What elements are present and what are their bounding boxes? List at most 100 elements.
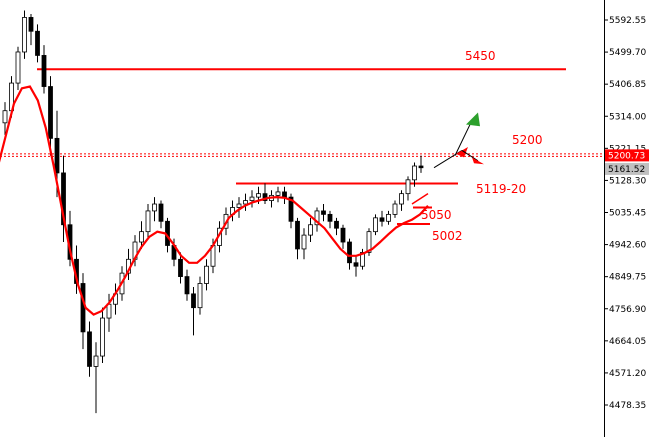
candle <box>379 210 385 227</box>
candle <box>418 155 424 173</box>
candle <box>386 210 391 225</box>
candle-body <box>262 193 268 201</box>
candle <box>412 162 417 187</box>
candle-body <box>275 191 281 196</box>
candle-body <box>22 17 27 53</box>
candle-body <box>366 231 372 253</box>
candle <box>87 321 92 377</box>
candle-body <box>321 210 326 215</box>
candle-body <box>197 283 203 309</box>
candle-body <box>405 179 411 195</box>
price-badge-box <box>605 162 649 175</box>
candle-body <box>93 355 99 367</box>
candle-body <box>308 224 313 236</box>
candle <box>100 307 105 363</box>
candle-body <box>87 331 92 367</box>
candle <box>22 10 27 59</box>
y-tick-label: 5221.15 <box>609 144 646 154</box>
y-axis-ticks: 5592.55 5499.70 5406.85 5314.00 5221.15 5128.… <box>604 16 646 411</box>
candle <box>243 193 248 211</box>
candle <box>373 214 378 236</box>
arrow-up-short-head-icon <box>456 147 468 158</box>
candle-body <box>178 258 183 277</box>
y-tick-label: 4664.05 <box>609 337 646 347</box>
y-tick-label: 5128.30 <box>609 176 646 186</box>
candle-body <box>334 220 339 229</box>
annotation-label: 5200 <box>512 133 543 147</box>
arrow-up-head-icon <box>466 112 480 127</box>
candle-body <box>106 303 112 319</box>
candle-body <box>184 276 190 295</box>
plot-area <box>0 10 604 414</box>
candle <box>152 197 157 222</box>
candle <box>204 259 209 291</box>
candle-body <box>145 210 151 233</box>
arrow-down-shaft <box>461 150 479 162</box>
candle-body <box>340 227 346 243</box>
candle-body <box>386 213 391 222</box>
candle <box>295 217 300 260</box>
y-tick-label: 4942.60 <box>609 241 646 251</box>
y-tick-label: 5499.70 <box>609 48 646 58</box>
candle <box>334 217 339 236</box>
y-tick-label: 4478.35 <box>609 401 646 411</box>
y-tick-label: 4756.90 <box>609 305 646 315</box>
candle <box>236 197 242 218</box>
arrow-up-shaft <box>454 124 471 156</box>
annotations: 5450 5200 5119-20 5050 5002 <box>421 49 543 243</box>
candle-body <box>80 283 86 333</box>
y-tick-label: 4571.20 <box>609 369 646 379</box>
price-badges: 5200.73 5161.52 <box>605 149 649 175</box>
candle-body <box>152 203 157 212</box>
y-tick-label: 4849.75 <box>609 273 646 283</box>
candle <box>353 255 359 277</box>
candle <box>191 286 196 336</box>
candle-body <box>158 203 164 222</box>
annotation-label: 5119-20 <box>476 182 526 196</box>
candle <box>15 46 21 90</box>
candle-body <box>347 241 352 264</box>
candle <box>347 238 352 270</box>
support-trend-line <box>411 193 429 205</box>
candle-body <box>418 165 424 169</box>
candle <box>145 204 151 239</box>
candle <box>392 200 398 218</box>
candle-body <box>249 196 255 201</box>
candle-body <box>392 203 398 215</box>
candle-body <box>28 17 34 32</box>
candle <box>321 204 326 222</box>
candle-body <box>15 51 21 84</box>
candle-body <box>295 220 300 250</box>
candle <box>249 190 255 208</box>
y-tick-label: 5406.85 <box>609 80 646 90</box>
candle-body <box>54 137 60 174</box>
candle <box>61 155 66 243</box>
candle-body <box>288 196 294 222</box>
candle-body <box>314 210 320 226</box>
candle <box>262 183 268 205</box>
candle <box>48 76 53 156</box>
candle-body <box>191 293 196 309</box>
candle <box>178 252 183 284</box>
candle <box>28 13 34 46</box>
candle-body <box>282 191 287 198</box>
candle-body <box>236 203 242 208</box>
candle-body <box>204 265 209 284</box>
candle-body <box>61 172 66 226</box>
candle-body <box>327 213 333 222</box>
candle <box>35 24 40 63</box>
arrow-down-head-icon <box>472 157 484 165</box>
y-tick-label: 5592.55 <box>609 16 646 26</box>
candle <box>41 45 47 94</box>
candle-body <box>100 317 105 357</box>
candle <box>93 342 99 414</box>
annotation-label: 5050 <box>421 208 452 222</box>
candle-body <box>301 234 307 250</box>
candle <box>399 190 404 211</box>
candle-body <box>256 193 261 198</box>
price-badge-label: 5161.52 <box>608 165 645 175</box>
candle <box>340 224 346 249</box>
candle-body <box>379 217 385 222</box>
